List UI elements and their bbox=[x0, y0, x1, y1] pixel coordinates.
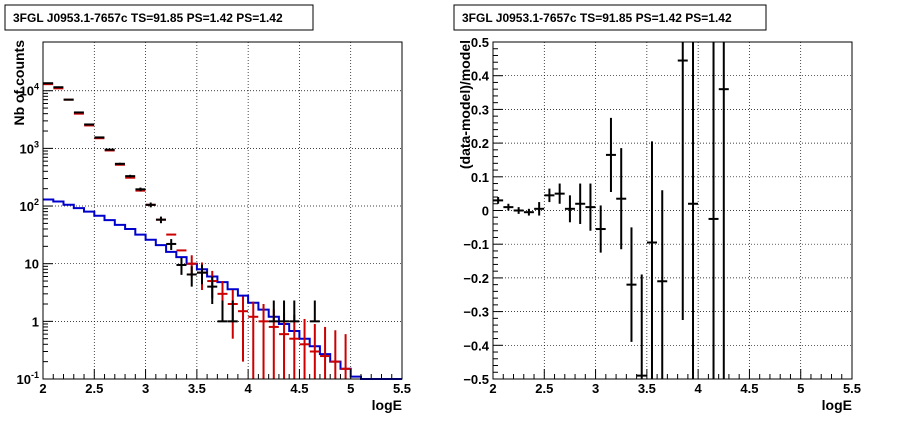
right-y-tick-label: −0.2 bbox=[463, 271, 489, 286]
right-x-tick-label: 3.5 bbox=[638, 381, 656, 396]
left-series bbox=[43, 82, 402, 380]
left-x-tick-label: 4 bbox=[245, 381, 253, 396]
right-x-tick-label: 4 bbox=[695, 381, 703, 396]
left-plot-frame bbox=[42, 41, 403, 380]
right-y-tick-label: 0.3 bbox=[471, 102, 489, 117]
right-series bbox=[493, 42, 729, 379]
left-x-tick-label: 5 bbox=[347, 381, 354, 396]
right-y-tick-label: −0.1 bbox=[463, 237, 489, 252]
right-y-tick-label: 0.1 bbox=[471, 170, 489, 185]
right-plot-frame bbox=[492, 41, 853, 380]
right-x-tick-label: 2 bbox=[489, 381, 496, 396]
left-y-axis-label: Nb of counts bbox=[11, 40, 27, 126]
right-x-tick-label: 2.5 bbox=[535, 381, 553, 396]
right-x-tick-label: 5 bbox=[797, 381, 804, 396]
left-x-axis-label: logE bbox=[372, 397, 402, 413]
left-y-tick-label: 10 bbox=[25, 257, 39, 272]
right-x-tick-label: 4.5 bbox=[740, 381, 758, 396]
right-y-tick-label: −0.3 bbox=[463, 305, 489, 320]
right-y-tick-label: −0.5 bbox=[463, 372, 489, 387]
left-y-tick-label: 104 bbox=[20, 82, 39, 99]
right-y-tick-label: 0.2 bbox=[471, 136, 489, 151]
right-title: 3FGL J0953.1-7657c TS=91.85 PS=1.42 PS=1… bbox=[462, 11, 732, 25]
left-title-box bbox=[4, 4, 314, 31]
left-x-tick-label: 4.5 bbox=[290, 381, 308, 396]
left-y-tick-label: 10-1 bbox=[17, 370, 39, 387]
right-ticks: 2 2.5 3 3.5 4 4.5 5 5.5 −0.5 −0.4 −0.3 −0.2 −0.1 0 0.1… bbox=[463, 35, 861, 396]
left-y-tick-label: 102 bbox=[20, 197, 39, 214]
left-grid bbox=[43, 42, 402, 379]
left-y-tick-label: 1 bbox=[32, 314, 39, 329]
right-y-tick-label: 0.4 bbox=[471, 69, 490, 84]
right-y-tick-label: 0 bbox=[482, 204, 489, 219]
left-x-tick-label: 3.5 bbox=[188, 381, 206, 396]
left-x-tick-label: 5.5 bbox=[393, 381, 411, 396]
right-x-tick-label: 5.5 bbox=[843, 381, 861, 396]
left-x-tick-label: 2 bbox=[39, 381, 46, 396]
left-x-tick-label: 3 bbox=[142, 381, 149, 396]
left-y-tick-label: 103 bbox=[20, 139, 39, 156]
right-chart: 3FGL J0953.1-7657c TS=91.85 PS=1.42 PS=1… bbox=[453, 4, 861, 413]
right-y-tick-label: 0.5 bbox=[471, 35, 489, 50]
right-grid bbox=[493, 42, 852, 379]
left-title: 3FGL J0953.1-7657c TS=91.85 PS=1.42 PS=1… bbox=[13, 11, 283, 25]
right-y-tick-label: −0.4 bbox=[463, 338, 489, 353]
right-x-axis-label: logE bbox=[822, 397, 852, 413]
left-chart: 3FGL J0953.1-7657c TS=91.85 PS=1.42 PS=1… bbox=[4, 4, 412, 413]
left-ticks: 2 2.5 3 3.5 4 4.5 5 5.5 10-1 1 10 102 103 104 bbox=[17, 82, 412, 396]
right-title-box bbox=[453, 4, 767, 31]
right-y-axis-label: (data-model)/model bbox=[457, 40, 473, 169]
left-x-tick-label: 2.5 bbox=[85, 381, 103, 396]
background-histogram-line bbox=[43, 198, 402, 380]
right-x-tick-label: 3 bbox=[592, 381, 599, 396]
